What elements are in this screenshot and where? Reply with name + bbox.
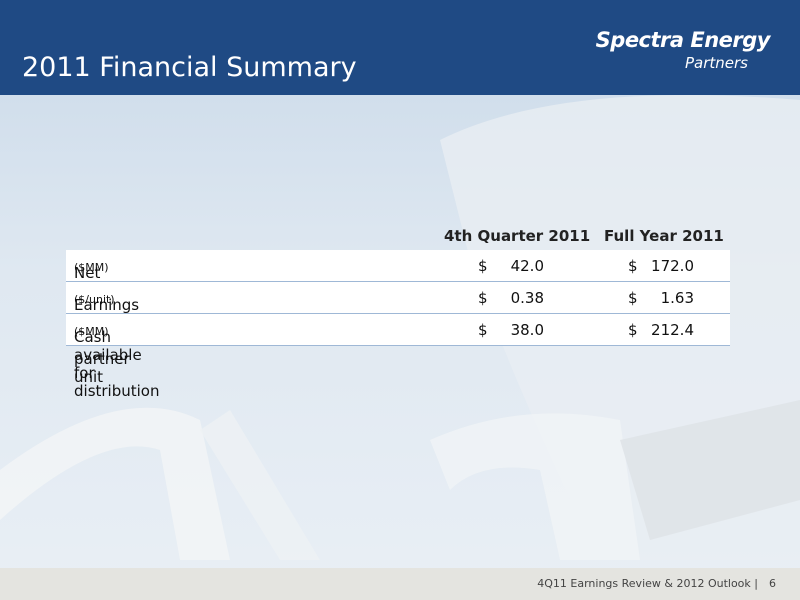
table-row: Net Income ($MM) $42.0 $172.0 [66,250,730,300]
header-band: 2011 Financial Summary Spectra Energy Pa… [0,0,800,95]
logo-sub: Partners [684,54,748,72]
amount: 212.4 [651,321,694,339]
table-header: 4th Quarter 2011 Full Year 2011 [66,222,730,250]
row-label-text: Cash available for distribution [74,328,160,400]
table-row: Cash available for distribution ($MM) $38… [66,314,730,400]
row-unit: ($MM) [74,261,109,274]
amount: 1.63 [660,289,694,307]
currency-sign: $ [628,257,638,275]
row-label: Earnings per limited partner unit ($/uni… [74,289,139,386]
table-row: Earnings per limited partner unit ($/uni… [66,282,730,386]
slide-title: 2011 Financial Summary [22,52,357,83]
summary-table: 4th Quarter 2011 Full Year 2011 Net Inco… [66,222,730,400]
page-number: 6 [769,577,776,590]
footer: 4Q11 Earnings Review & 2012 Outlook | 6 [0,568,800,600]
footer-text: 4Q11 Earnings Review & 2012 Outlook | [537,577,758,590]
currency-sign: $ [478,257,488,275]
currency-sign: $ [628,321,638,339]
currency-sign: $ [478,321,488,339]
amount: 172.0 [651,257,694,275]
row-label: Net Income ($MM) [74,257,129,300]
currency-sign: $ [628,289,638,307]
amount: 38.0 [510,321,544,339]
currency-sign: $ [478,289,488,307]
amount: 0.38 [510,289,544,307]
amount: 42.0 [510,257,544,275]
row-label: Cash available for distribution ($MM) [74,321,159,400]
row-unit: ($MM) [74,325,109,338]
row-unit: ($/unit) [74,293,115,306]
logo-brand: Spectra Energy [595,28,771,52]
column-header: 4th Quarter 2011 [444,227,591,245]
column-header: Full Year 2011 [604,227,724,245]
